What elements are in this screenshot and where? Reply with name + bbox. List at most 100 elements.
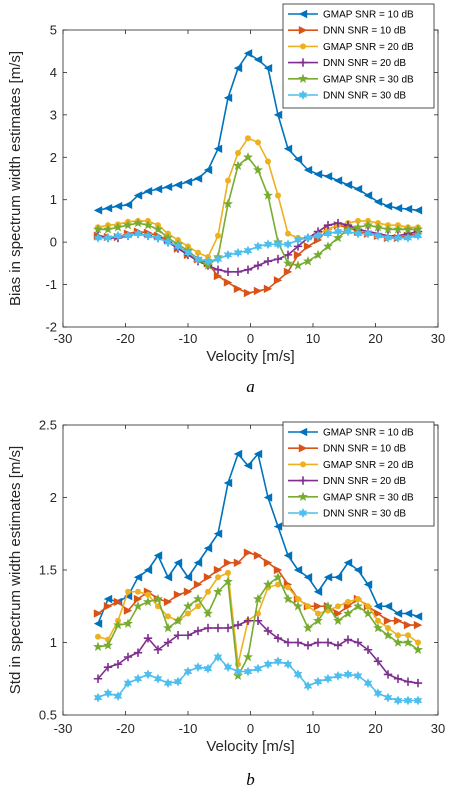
data-point [343,635,353,644]
data-point [383,630,393,640]
data-point [183,666,193,677]
data-point [173,631,183,640]
data-point [93,674,103,683]
legend-item: DNN SNR = 10 dB [288,26,406,37]
legend-item: GMAP SNR = 30 dB [288,73,414,85]
data-point [323,172,333,181]
data-point [393,637,403,647]
data-point [95,633,101,640]
data-point [153,551,163,560]
data-point [333,573,343,582]
legend-swatch-marker [300,461,306,468]
legend: GMAP SNR = 10 dB DNN SNR = 10 dB GMAP SNR … [282,3,435,109]
x-tick-label: 20 [368,721,382,736]
data-point [385,625,391,631]
data-point [413,230,423,241]
data-point [403,224,413,234]
x-tick-label: 0 [247,331,254,346]
data-point [113,660,123,669]
data-point [153,645,163,654]
y-tick-label: 1 [50,635,57,650]
data-point [133,191,143,200]
data-point [273,254,283,264]
data-point [183,587,193,596]
data-point [93,641,103,652]
legend-label: DNN SNR = 10 dB [323,444,406,455]
data-point [103,602,113,611]
data-point [223,478,233,488]
data-point [103,232,113,243]
data-point [373,688,383,699]
data-point [213,265,223,274]
data-point [195,603,201,610]
data-point [363,678,373,689]
data-point [103,224,113,234]
legend-swatch-marker [300,43,306,50]
y-tick-label: 2 [50,150,57,165]
data-point [413,612,423,621]
data-point [383,224,393,234]
data-point [243,288,253,298]
legend-label: DNN SNR = 20 dB [323,476,406,487]
data-point [253,241,263,252]
data-point [233,63,243,73]
y-axis-label: Bias in spectrum width estimates [m/s] [7,51,24,306]
data-point [293,601,303,611]
data-point [293,235,303,246]
legend-label: GMAP SNR = 10 dB [323,428,414,439]
series-3 [93,616,423,688]
x-tick-label: 0 [247,721,254,736]
data-point [103,640,113,650]
data-point [293,669,303,680]
data-point [173,180,183,190]
data-point [243,265,253,274]
data-point [413,678,423,688]
data-point [263,257,273,266]
data-point [373,609,383,618]
data-point [373,230,383,241]
data-point [333,218,343,228]
data-point [93,609,103,618]
data-point [303,681,313,691]
legend-swatch-marker [298,427,308,437]
data-point [383,232,393,243]
x-tick-label: 10 [306,721,320,736]
data-point [93,692,103,703]
data-point [313,638,323,647]
data-point [333,232,343,243]
data-point [373,602,383,611]
data-point [113,230,123,241]
data-point [303,242,313,251]
data-point [233,620,243,630]
legend-swatch-marker [298,73,308,84]
data-point [163,182,173,192]
data-point [313,170,323,179]
data-point [345,598,351,605]
data-point [393,616,403,625]
data-point [393,224,403,234]
legend-label: DNN SNR = 10 dB [323,26,406,37]
data-point [135,588,141,595]
data-point [403,620,413,630]
data-point [253,449,263,459]
data-point [333,226,343,237]
data-point [123,678,133,689]
data-point [255,139,261,146]
data-point [173,590,183,599]
data-point [203,256,213,267]
data-point [273,110,283,120]
data-point [263,558,273,567]
data-point [245,135,251,142]
x-tick-label: 10 [306,331,320,346]
data-point [333,641,343,650]
data-point [113,597,123,607]
data-point [215,232,221,239]
data-point [405,632,411,639]
data-point [103,594,113,604]
series-5 [93,226,423,267]
data-point [123,230,133,241]
data-point [113,691,123,702]
y-tick-label: 2.5 [39,418,57,433]
data-point [383,602,393,611]
data-point [403,677,413,686]
